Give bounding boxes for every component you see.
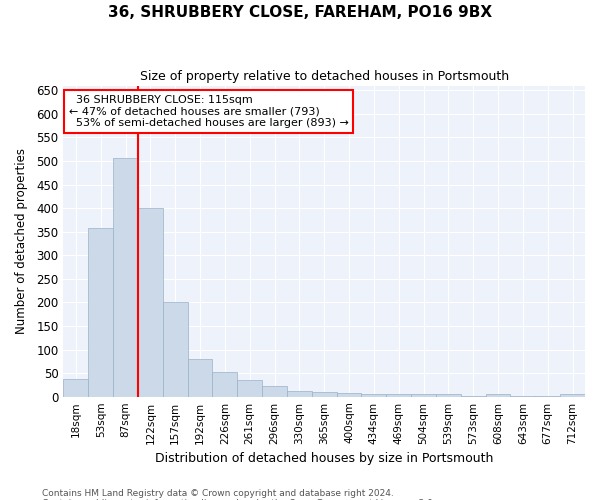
Bar — [337, 393, 361, 396]
Bar — [212, 372, 237, 396]
Bar — [411, 394, 436, 396]
Bar — [163, 302, 188, 396]
Text: 36, SHRUBBERY CLOSE, FAREHAM, PO16 9BX: 36, SHRUBBERY CLOSE, FAREHAM, PO16 9BX — [108, 5, 492, 20]
Bar — [361, 394, 386, 396]
Bar — [188, 359, 212, 397]
Bar — [113, 158, 138, 396]
Title: Size of property relative to detached houses in Portsmouth: Size of property relative to detached ho… — [140, 70, 509, 83]
Bar — [237, 380, 262, 396]
Bar — [138, 208, 163, 396]
Bar — [287, 392, 312, 396]
Y-axis label: Number of detached properties: Number of detached properties — [15, 148, 28, 334]
Bar — [312, 392, 337, 396]
Text: Contains HM Land Registry data © Crown copyright and database right 2024.: Contains HM Land Registry data © Crown c… — [42, 488, 394, 498]
Bar — [560, 394, 585, 396]
Text: Contains public sector information licensed under the Open Government Licence v3: Contains public sector information licen… — [42, 498, 436, 500]
Bar — [485, 394, 511, 396]
Bar — [88, 228, 113, 396]
Bar — [436, 394, 461, 396]
Bar — [262, 386, 287, 396]
Text: 36 SHRUBBERY CLOSE: 115sqm
← 47% of detached houses are smaller (793)
  53% of s: 36 SHRUBBERY CLOSE: 115sqm ← 47% of deta… — [68, 95, 349, 128]
Bar — [386, 394, 411, 396]
X-axis label: Distribution of detached houses by size in Portsmouth: Distribution of detached houses by size … — [155, 452, 493, 465]
Bar — [64, 379, 88, 396]
